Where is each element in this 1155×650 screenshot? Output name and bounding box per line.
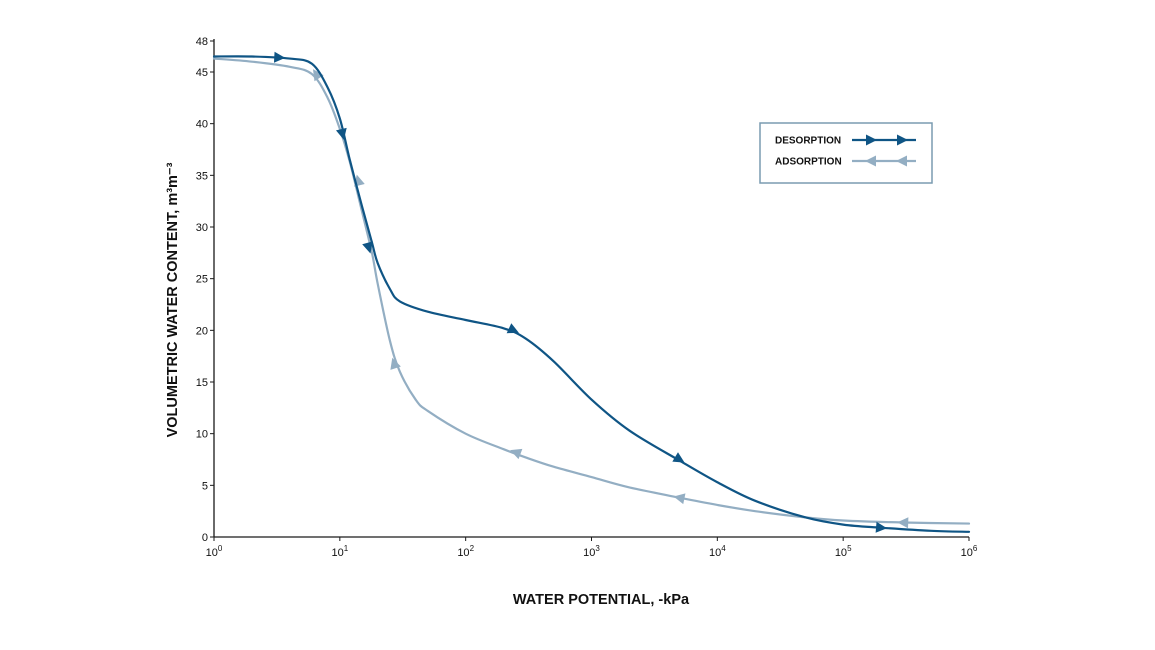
y-tick-label: 5 [202,480,208,492]
axes [213,39,969,538]
legend-arrow-icon [897,134,908,146]
x-tick-label: 102 [457,544,474,559]
x-tick-label: 101 [331,544,348,559]
x-tick-label: 106 [961,544,978,559]
legend-box [759,122,933,184]
desorption-direction-arrow [875,521,888,533]
y-tick-label: 30 [196,222,208,234]
desorption-direction-arrow [672,452,685,463]
desorption-line [212,55,971,533]
desorption-direction-arrow [506,323,519,334]
adsorption-direction-arrow [897,517,909,529]
y-tick-label: 35 [196,170,208,182]
series-desorption [212,51,971,533]
adsorption-direction-arrow [390,357,401,370]
legend-arrow-icon [865,155,876,167]
series-group [212,51,971,533]
adsorption-line [212,57,971,525]
legend-arrow-icon [866,134,877,146]
tick-labels: 0 5 10 15 20 25 30 35 40 45 48 100 101 102 103 104 105 10… [196,36,978,559]
legend-label: ADSORPTION [775,157,842,168]
adsorption-direction-arrow [510,448,523,460]
x-tick-label: 103 [583,544,600,559]
y-tick-label: 0 [202,532,208,544]
adsorption-direction-arrow [673,493,686,505]
x-tick-label: 104 [709,544,726,559]
desorption-direction-arrow [335,127,347,140]
adsorption-direction-arrow [312,69,324,82]
y-tick-label: 15 [196,377,208,389]
y-tick-label: 25 [196,274,208,286]
y-tick-label: 40 [196,119,208,131]
y-tick-label: 20 [196,325,208,337]
legend-label: DESORPTION [775,136,841,147]
desorption-direction-arrow [273,51,286,63]
legend: DESORPTION ADSORPTION [759,122,933,184]
desorption-direction-arrow [362,241,373,254]
y-tick-label: 48 [196,36,208,48]
y-axis-title: VOLUMETRIC WATER CONTENT, m³m⁻³ [165,162,181,437]
legend-item-desorption: DESORPTION [775,134,916,147]
x-tick-label: 100 [206,544,223,559]
legend-item-adsorption: ADSORPTION [775,155,916,168]
legend-arrow-icon [896,155,907,167]
x-axis-title: WATER POTENTIAL, -kPa [513,592,690,608]
y-tick-label: 45 [196,67,208,79]
x-tick-label: 105 [835,544,852,559]
y-tick-label: 10 [196,429,208,441]
